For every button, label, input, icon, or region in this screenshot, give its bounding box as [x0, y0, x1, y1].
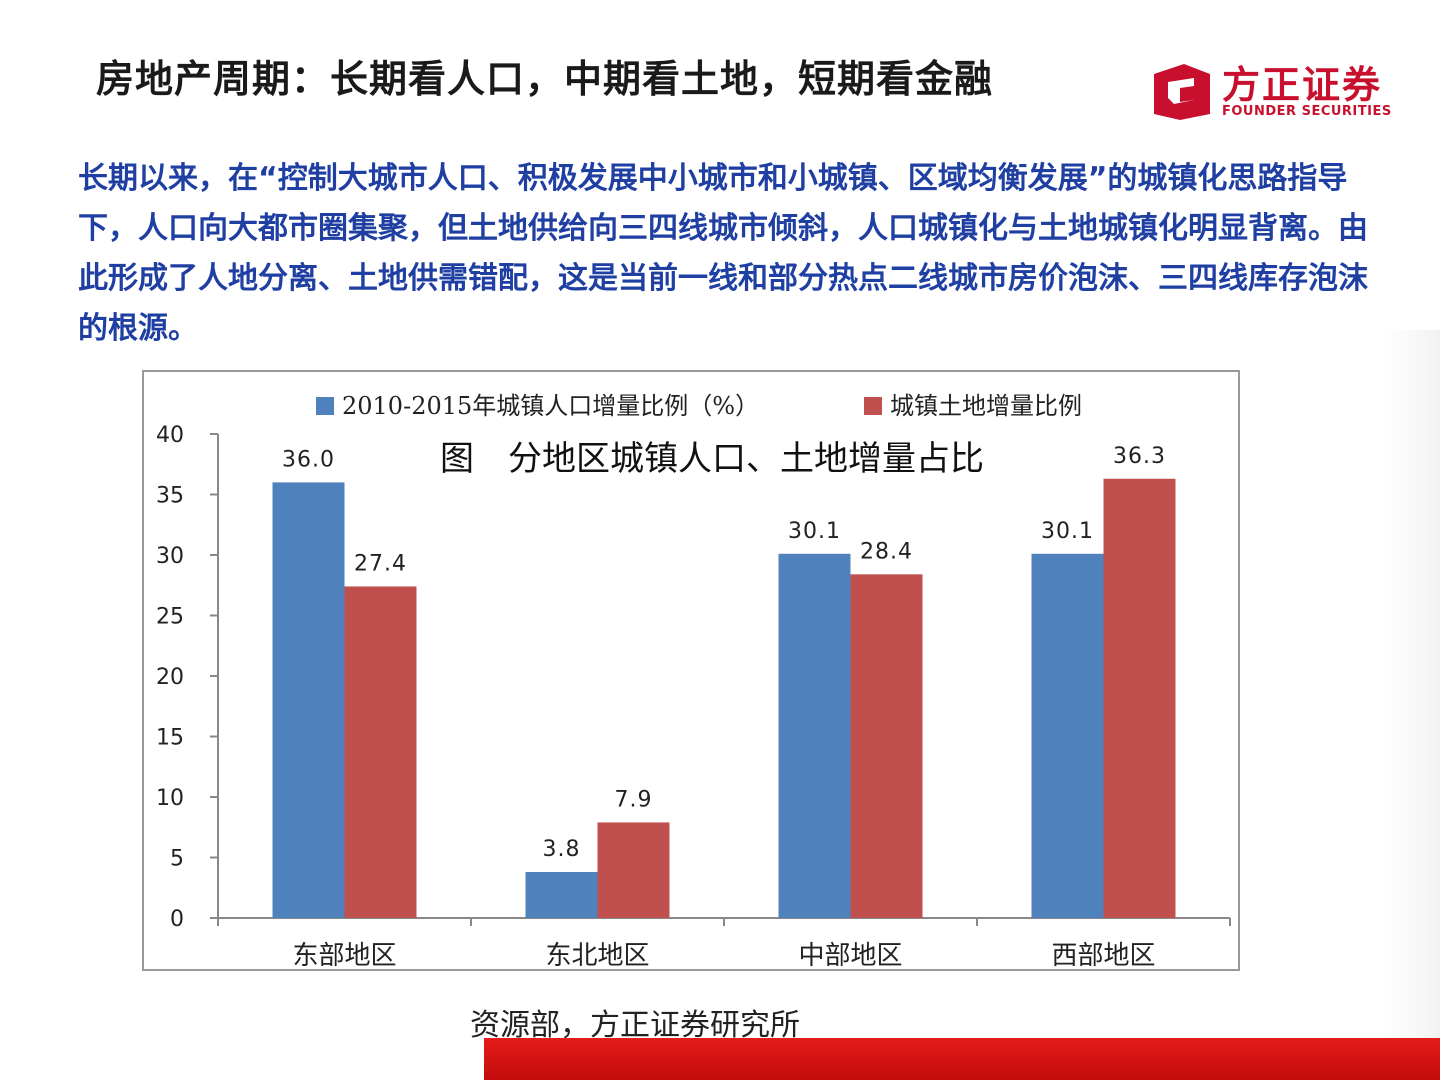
bar [272, 482, 345, 918]
source-mask [142, 972, 484, 1080]
founder-logo-icon [1154, 64, 1210, 120]
bar [850, 574, 923, 918]
company-logo: 方正证券 FOUNDER SECURITIES [1150, 52, 1400, 127]
chart-title: 图 分地区城镇人口、土地增量占比 [440, 439, 984, 479]
y-tick-label: 40 [156, 423, 184, 448]
x-tick-label: 东部地区 [292, 941, 396, 971]
x-tick-label: 西部地区 [1051, 941, 1155, 971]
data-label: 3.8 [543, 837, 581, 862]
bar [1103, 478, 1176, 918]
legend-label: 城镇土地增量比例 [890, 392, 1082, 420]
data-label: 30.1 [1041, 519, 1094, 544]
x-tick-label: 东北地区 [545, 941, 649, 971]
bar [344, 586, 417, 918]
decorative-shade [1382, 330, 1440, 1038]
bar [1031, 553, 1104, 918]
bar [778, 553, 851, 918]
y-tick-label: 10 [156, 786, 184, 811]
logo-name-en: FOUNDER SECURITIES [1222, 104, 1392, 119]
y-tick-label: 30 [156, 544, 184, 569]
data-label: 7.9 [615, 787, 653, 812]
bar [597, 822, 670, 918]
data-label: 30.1 [788, 519, 841, 544]
y-tick-label: 25 [156, 605, 184, 630]
source-note: 资源部，方正证券研究所 [470, 1008, 800, 1043]
y-tick-label: 20 [156, 665, 184, 690]
data-label: 36.0 [282, 447, 335, 472]
chart-frame: 0 5 10 15 20 25 30 35 40 东部地区 36.0 27.4 东北地区 3.8 7.9 中部… [142, 370, 1240, 971]
bar-chart: 0 5 10 15 20 25 30 35 40 东部地区 36.0 27.4 东北地区 3.8 7.9 中部… [156, 392, 1231, 971]
slide-title: 房地产周期：长期看人口，中期看土地，短期看金融 [96, 57, 994, 101]
y-tick-label: 15 [156, 726, 184, 751]
x-tick-label: 中部地区 [798, 941, 902, 971]
y-tick-label: 0 [170, 907, 184, 932]
data-label: 28.4 [860, 539, 913, 564]
y-tick-label: 35 [156, 484, 184, 509]
bar [525, 872, 598, 918]
legend-swatch [316, 397, 334, 415]
data-label: 36.3 [1113, 444, 1166, 469]
legend-swatch [864, 397, 882, 415]
data-label: 27.4 [354, 551, 407, 576]
logo-name-cn: 方正证券 [1222, 63, 1383, 107]
legend-label: 2010-2015年城镇人口增量比例（%） [342, 392, 759, 420]
footer-band [484, 1038, 1440, 1080]
intro-paragraph: 长期以来，在“控制大城市人口、积极发展中小城市和小城镇、区域均衡发展”的城镇化思… [78, 161, 1368, 346]
y-tick-label: 5 [170, 847, 184, 872]
